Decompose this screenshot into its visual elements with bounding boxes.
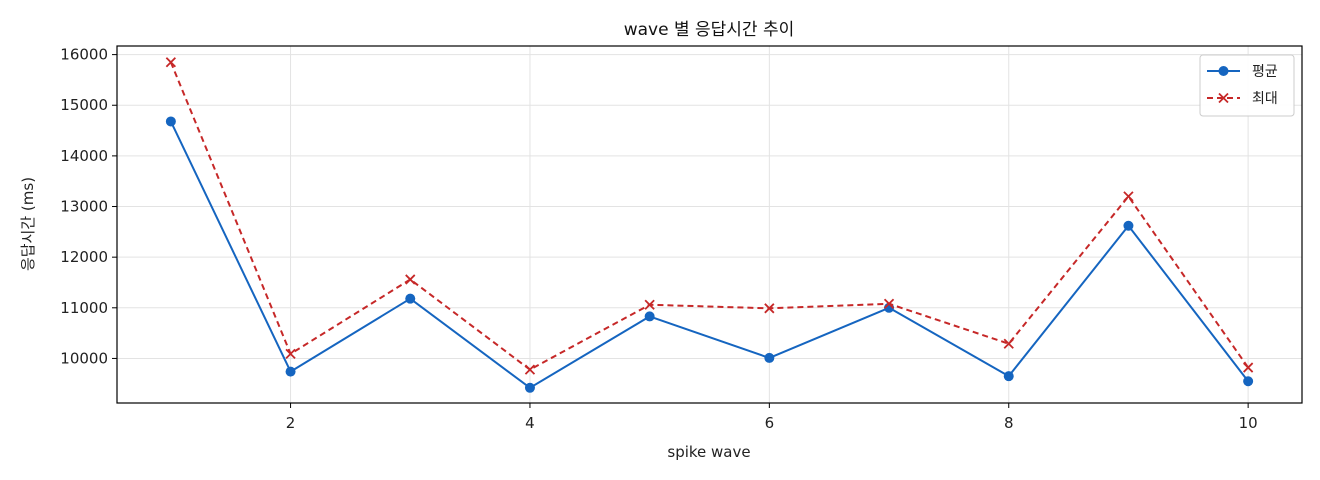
- data-point-avg: [524, 382, 535, 393]
- data-point-avg: [764, 352, 775, 363]
- data-point-avg: [644, 311, 655, 322]
- y-tick-label: 11000: [60, 299, 108, 317]
- y-tick-label: 13000: [60, 198, 108, 216]
- x-tick-label: 2: [286, 414, 296, 432]
- y-tick-label: 14000: [60, 147, 108, 165]
- chart-title: wave 별 응답시간 추이: [624, 20, 795, 40]
- x-tick-label: 4: [525, 414, 535, 432]
- x-axis: 2 4 6 8 10: [286, 403, 1258, 432]
- y-axis: 10000 11000 12000 13000 14000 15000 16000: [60, 46, 117, 367]
- data-point-max: [285, 348, 296, 360]
- data-point-avg: [285, 366, 296, 377]
- x-tick-label: 10: [1239, 414, 1258, 432]
- data-point-max: [883, 298, 895, 309]
- series-line-2: [169, 61, 1249, 371]
- legend-label-avg: 평균: [1252, 64, 1278, 80]
- data-point-max: [1123, 191, 1134, 202]
- legend-box: [1199, 54, 1295, 117]
- legend-label-max: 최대: [1252, 91, 1278, 107]
- data-point-max: [165, 57, 177, 68]
- x-axis-title: spike wave: [667, 443, 750, 461]
- series-layer: [165, 57, 1254, 393]
- y-axis-title: 응답시간 (ms): [19, 177, 37, 271]
- series-line-1: [169, 121, 1249, 389]
- data-point-max: [405, 274, 416, 285]
- data-point-avg: [1243, 376, 1254, 387]
- legend: 평균 최대: [1199, 54, 1295, 117]
- data-point-max: [644, 299, 655, 310]
- grid: [117, 46, 1302, 403]
- data-point-avg: [405, 293, 416, 304]
- y-tick-label: 12000: [60, 248, 108, 266]
- legend-marker-max: [1218, 92, 1229, 104]
- data-point-max: [524, 364, 536, 375]
- y-tick-label: 15000: [60, 96, 108, 114]
- data-point-max: [764, 303, 775, 314]
- data-point-max: [1003, 338, 1014, 349]
- x-tick-label: 8: [1004, 414, 1014, 432]
- x-tick-label: 6: [765, 414, 775, 432]
- data-point-avg: [1123, 220, 1134, 231]
- data-point-avg: [165, 116, 176, 127]
- plot-frame: [116, 45, 1303, 404]
- legend-marker-avg: [1218, 66, 1229, 76]
- y-tick-label: 16000: [60, 46, 108, 64]
- data-point-max: [1243, 362, 1254, 373]
- y-tick-label: 10000: [60, 349, 108, 367]
- data-point-avg: [1003, 371, 1014, 382]
